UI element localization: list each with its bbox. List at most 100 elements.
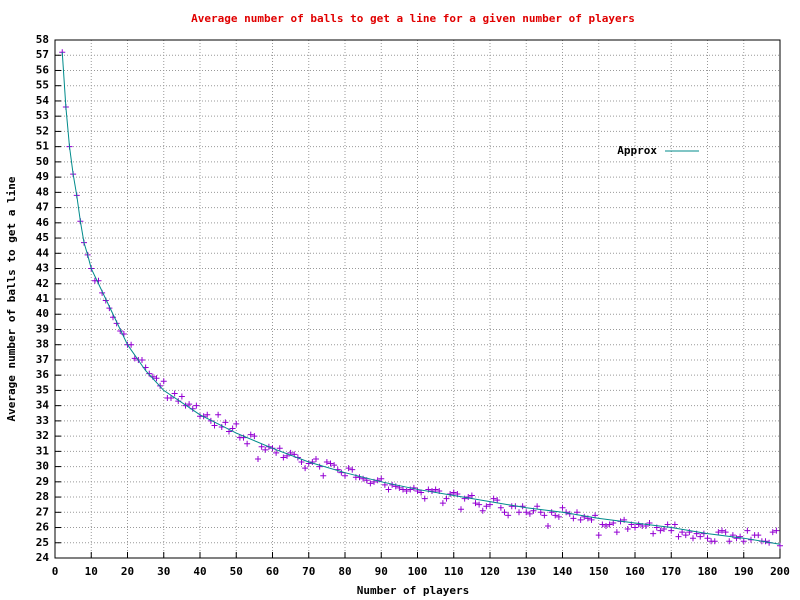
y-tick-label: 25 — [36, 536, 49, 549]
point — [516, 509, 522, 516]
y-tick-label: 52 — [36, 124, 49, 137]
point — [349, 466, 356, 473]
y-tick-label: 26 — [36, 521, 50, 534]
point — [555, 513, 562, 520]
x-tick-label: 150 — [589, 565, 609, 578]
point — [606, 521, 613, 528]
point — [773, 527, 780, 534]
y-tick-label: 33 — [36, 414, 49, 427]
point — [588, 516, 595, 523]
point — [610, 519, 617, 526]
y-tick-label: 35 — [36, 383, 49, 396]
x-tick-label: 50 — [230, 565, 243, 578]
point — [153, 375, 160, 382]
point — [526, 510, 533, 517]
y-tick-label: 44 — [36, 246, 50, 259]
y-tick-label: 57 — [36, 48, 49, 61]
point — [255, 455, 261, 462]
point — [690, 535, 696, 542]
point — [472, 500, 479, 507]
x-tick-label: 20 — [121, 565, 134, 578]
point — [302, 465, 309, 472]
point — [595, 532, 602, 539]
plot-border — [54, 39, 781, 559]
point — [497, 504, 504, 511]
point — [541, 512, 548, 519]
x-tick-label: 190 — [734, 565, 754, 578]
point — [345, 465, 352, 472]
point — [447, 491, 454, 498]
y-tick-label: 46 — [36, 216, 50, 229]
point — [421, 495, 428, 502]
point — [657, 527, 664, 534]
x-tick-label: 170 — [661, 565, 681, 578]
point — [468, 492, 475, 499]
x-tick-label: 40 — [193, 565, 206, 578]
point — [650, 530, 657, 537]
y-tick-label: 39 — [36, 322, 49, 335]
point — [178, 393, 185, 400]
y-tick-label: 41 — [36, 292, 50, 305]
point — [247, 431, 254, 438]
x-tick-label: 140 — [553, 565, 573, 578]
point — [244, 440, 251, 447]
point — [682, 532, 689, 539]
x-tick-label: 60 — [266, 565, 279, 578]
x-axis-label: Number of players — [357, 584, 470, 597]
y-axis-label: Average number of balls to get a line — [5, 176, 18, 421]
point — [465, 494, 472, 501]
point — [534, 503, 541, 510]
x-tick-label: 120 — [480, 565, 500, 578]
point — [222, 419, 229, 426]
point — [327, 460, 334, 467]
point — [233, 420, 240, 427]
point — [204, 411, 211, 418]
y-tick-label: 58 — [36, 33, 49, 46]
approx-line — [61, 52, 781, 545]
point — [635, 521, 642, 528]
point — [755, 532, 762, 539]
y-tick-label: 53 — [36, 109, 49, 122]
point — [182, 402, 189, 409]
point — [320, 472, 327, 479]
point — [139, 356, 145, 363]
x-tick-label: 160 — [625, 565, 645, 578]
point — [171, 390, 178, 397]
point — [719, 527, 725, 534]
y-tick-label: 56 — [36, 63, 50, 76]
point — [262, 446, 269, 453]
point — [273, 449, 280, 456]
point — [461, 495, 468, 502]
y-tick-label: 49 — [36, 170, 49, 183]
point — [193, 402, 200, 409]
point — [378, 475, 385, 482]
point — [505, 512, 512, 519]
x-tick-label: 100 — [408, 565, 428, 578]
point — [603, 523, 609, 530]
point — [664, 521, 671, 528]
point — [168, 395, 174, 402]
point — [487, 501, 493, 508]
point — [675, 533, 682, 540]
point — [280, 454, 287, 461]
y-tick-label: 32 — [36, 429, 49, 442]
point — [632, 524, 638, 531]
point — [342, 472, 348, 479]
point — [298, 459, 305, 466]
point — [671, 521, 678, 528]
y-tick-label: 29 — [36, 475, 49, 488]
point — [429, 487, 435, 494]
point — [331, 462, 338, 469]
point — [490, 495, 497, 502]
point — [704, 535, 711, 542]
x-tick-label: 0 — [52, 565, 59, 578]
chart-title: Average number of balls to get a line fo… — [191, 12, 635, 25]
point — [160, 378, 167, 385]
point — [545, 523, 551, 530]
point — [577, 516, 584, 523]
point — [146, 370, 153, 377]
y-tick-label: 50 — [36, 155, 49, 168]
x-tick-label: 200 — [770, 565, 790, 578]
point — [313, 455, 319, 462]
point — [523, 509, 530, 516]
